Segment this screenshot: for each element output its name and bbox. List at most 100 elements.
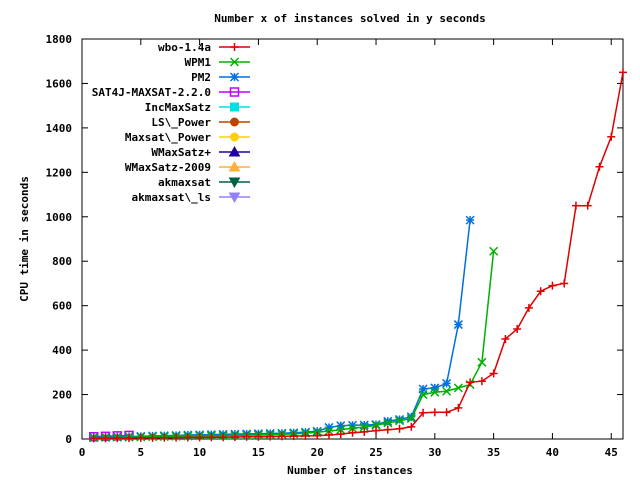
data-point [442,386,452,396]
data-point [347,423,358,433]
data-point [89,434,98,443]
legend-entry: SAT4J-MAXSAT-2.2.0 [92,86,250,99]
legend-entry: akmaxsat\_ls [132,191,250,204]
data-point [277,432,286,441]
data-point [359,422,369,432]
data-point [453,383,463,393]
data-point [360,427,369,436]
data-point [336,425,346,435]
data-point [430,408,439,417]
legend-swatch-marker [229,57,240,67]
data-point [183,433,192,442]
y-tick-label: 1800 [46,33,73,46]
data-point [242,432,251,441]
data-point [560,279,569,288]
data-point [442,378,452,388]
x-tick-label: 0 [79,446,86,459]
y-tick-label: 1600 [46,77,73,90]
data-point [419,408,428,417]
legend-swatch-marker [228,177,241,189]
series-line [93,251,495,439]
data-point [466,378,475,387]
legend-swatch-marker [228,192,241,204]
x-tick-label: 25 [369,446,382,459]
legend-swatch-marker [230,117,239,127]
x-tick-label: 35 [487,446,500,459]
axis-ticks: 0 5 10 15 20 25 30 35 40 45 0 200 400 600 800 1000 1200 1… [46,33,623,459]
legend-label: WMaxSatz-2009 [125,161,211,174]
x-tick-label: 5 [137,446,144,459]
data-point [454,403,463,412]
data-point [313,431,322,440]
legend-entry: WPM1 [185,56,250,69]
y-tick-label: 400 [52,344,72,357]
data-point [230,433,239,441]
data-point [583,201,592,210]
data-point [524,303,533,312]
x-tick-label: 40 [546,446,559,459]
data-point [395,414,405,424]
data-point [254,432,263,441]
legend-swatch-marker [230,43,239,51]
legend-swatch-marker [228,145,241,157]
series-line [93,220,471,438]
data-point [465,215,475,225]
x-tick-label: 30 [428,446,441,459]
legend-entry: WMaxSatz+ [151,145,250,159]
data-point [160,433,169,442]
data-point [407,422,416,431]
data-point [336,430,345,439]
data-point [619,68,627,77]
legend-entry: PM2 [191,71,250,84]
data-point [548,281,557,290]
legend-entry: LS\_Power [151,116,250,129]
data-point [383,418,393,428]
data-point [289,432,298,441]
legend: wbo-1.4a WPM1 PM2 SAT4J-MAXSAT-2.2.0 IncMaxS… [92,41,250,204]
data-point [430,387,440,397]
data-point [477,377,486,386]
data-point [395,416,405,426]
legend-entry: wbo-1.4a [158,41,250,54]
legend-entry: WMaxSatz-2009 [125,160,250,174]
chart-title: Number x of instances solved in y second… [214,12,486,25]
data-point [324,431,333,439]
legend-entry: akmaxsat [158,176,250,189]
x-tick-label: 10 [193,446,206,459]
legend-label: LS\_Power [151,116,211,129]
x-tick-label: 15 [252,446,265,459]
legend-swatch-marker [229,72,240,82]
data-point [136,433,145,442]
legend-label: wbo-1.4a [158,41,211,54]
legend-label: SAT4J-MAXSAT-2.2.0 [92,86,211,99]
data-point [195,433,204,442]
y-tick-label: 200 [52,389,72,402]
data-point [266,432,275,441]
series-lines [89,68,627,443]
data-point [395,424,404,433]
data-point [348,428,357,437]
y-axis-label: CPU time in seconds [18,176,31,302]
data-point [301,431,310,440]
data-point [430,383,440,393]
legend-label: WPM1 [185,56,212,69]
legend-swatch-marker [228,160,241,172]
legend-swatch-marker [230,102,239,112]
plot-frame [81,38,624,440]
y-tick-label: 800 [52,255,72,268]
data-point [571,201,580,210]
data-point [383,425,392,434]
y-tick-label: 600 [52,300,72,313]
data-point [418,390,428,400]
y-tick-label: 1000 [46,211,73,224]
data-point [372,426,381,435]
legend-label: IncMaxSatz [145,101,211,114]
data-point [453,320,463,330]
y-tick-label: 1200 [46,166,73,179]
legend-label: WMaxSatz+ [151,146,211,159]
data-point [207,433,216,442]
data-point [477,357,487,367]
data-point [536,287,545,296]
x-tick-label: 45 [605,446,618,459]
